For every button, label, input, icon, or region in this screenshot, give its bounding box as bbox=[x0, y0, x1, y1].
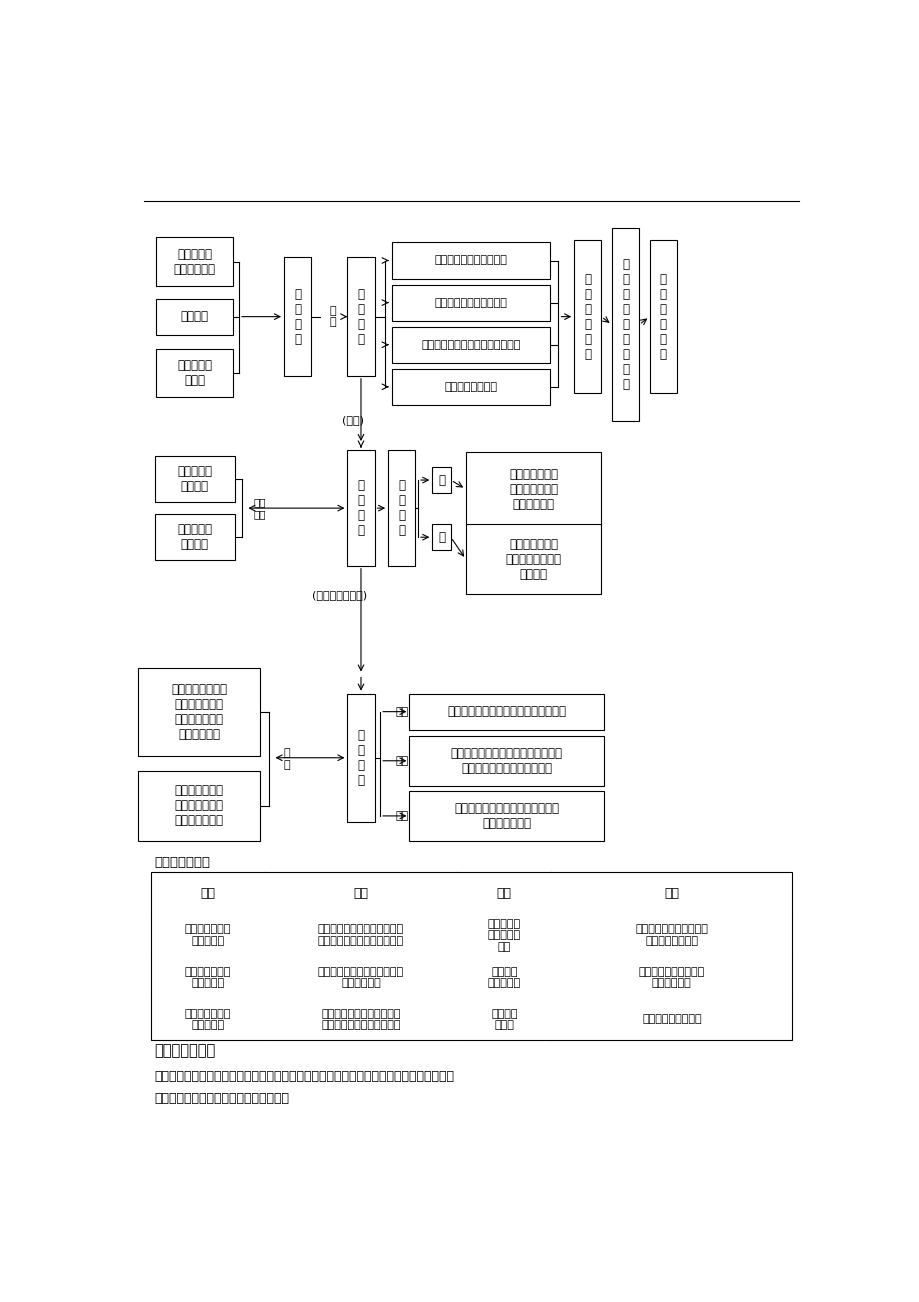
Text: 二、传统工业区: 二、传统工业区 bbox=[154, 1043, 215, 1059]
Text: 加强信息交流和技术协作: 加强信息交流和技术协作 bbox=[434, 255, 506, 266]
FancyBboxPatch shape bbox=[284, 258, 311, 376]
Text: 类型: 类型 bbox=[200, 887, 215, 900]
FancyBboxPatch shape bbox=[391, 242, 550, 279]
Text: 福特汽车、飞机制造: 福特汽车、飞机制造 bbox=[641, 1014, 701, 1025]
FancyBboxPatch shape bbox=[573, 241, 601, 393]
Text: 集中分布：德国的鲁尔工业区、英国中部工业区、美国东北部工业区、日本的太平洋沿岸工: 集中分布：德国的鲁尔工业区、英国中部工业区、美国东北部工业区、日本的太平洋沿岸工 bbox=[154, 1070, 454, 1083]
Text: 有利于环
境保护: 有利于环 境保护 bbox=[491, 1009, 517, 1030]
FancyBboxPatch shape bbox=[391, 368, 550, 405]
Text: 现代工业的标准化生产和现
代化交通、信息技术的发展: 现代工业的标准化生产和现 代化交通、信息技术的发展 bbox=[321, 1009, 401, 1030]
Text: 产品结构复杂、
零部件种类繁多
的复杂产品生产: 产品结构复杂、 零部件种类繁多 的复杂产品生产 bbox=[175, 784, 223, 827]
FancyBboxPatch shape bbox=[154, 514, 234, 560]
Text: 原因: 原因 bbox=[353, 887, 369, 900]
Text: 降低运输费用和能源消耗: 降低运输费用和能源消耗 bbox=[434, 298, 506, 307]
FancyBboxPatch shape bbox=[409, 790, 604, 841]
Text: 提
高
生
产
效
率
和
利
润: 提 高 生 产 效 率 和 利 润 bbox=[621, 258, 629, 391]
Text: 工
业
分
散: 工 业 分 散 bbox=[357, 729, 364, 786]
Text: 现代化的交通运输方式及现代化的
通信技术和手段: 现代化的交通运输方式及现代化的 通信技术和手段 bbox=[454, 802, 559, 829]
Text: 信息联系: 信息联系 bbox=[181, 310, 209, 323]
Text: 降
低
生
产
成
本: 降 低 生 产 成 本 bbox=[584, 272, 591, 361]
Text: 结果: 结果 bbox=[395, 755, 408, 766]
FancyBboxPatch shape bbox=[409, 694, 604, 729]
Text: 新兴工业发展中
的工业分散: 新兴工业发展中 的工业分散 bbox=[185, 966, 231, 988]
FancyBboxPatch shape bbox=[156, 349, 233, 397]
FancyBboxPatch shape bbox=[154, 456, 234, 503]
FancyBboxPatch shape bbox=[465, 525, 601, 594]
Text: 工
业
地
域: 工 业 地 域 bbox=[357, 479, 364, 538]
FancyBboxPatch shape bbox=[611, 228, 639, 421]
Text: 工业企业过度饱和，地价、工
资上涨，资金紧张，污染严重: 工业企业过度饱和，地价、工 资上涨，资金紧张，污染严重 bbox=[318, 924, 403, 947]
Text: 占领市场
寻求最优区: 占领市场 寻求最优区 bbox=[487, 966, 520, 988]
FancyBboxPatch shape bbox=[347, 450, 374, 566]
Text: 表
现: 表 现 bbox=[283, 747, 289, 769]
Text: 发
育
程
度: 发 育 程 度 bbox=[398, 479, 404, 538]
Text: (工业的地域联系): (工业的地域联系) bbox=[312, 590, 367, 600]
Text: 地理空间上
的联系: 地理空间上 的联系 bbox=[177, 359, 212, 387]
FancyBboxPatch shape bbox=[347, 258, 374, 376]
Text: 引发了工业的地域联系，促进了地域
之间人员、物质和信息的流动: 引发了工业的地域联系，促进了地域 之间人员、物质和信息的流动 bbox=[450, 747, 562, 775]
Text: 自发形成的
工业地域: 自发形成的 工业地域 bbox=[177, 523, 212, 551]
FancyBboxPatch shape bbox=[409, 736, 604, 786]
Text: 传统工业发展中
的工业分散: 传统工业发展中 的工业分散 bbox=[185, 924, 231, 947]
FancyBboxPatch shape bbox=[465, 452, 601, 526]
Text: 成固
分类: 成固 分类 bbox=[254, 497, 266, 519]
FancyBboxPatch shape bbox=[347, 694, 374, 822]
Text: 节约生产建设投资: 节约生产建设投资 bbox=[444, 381, 497, 392]
FancyBboxPatch shape bbox=[138, 668, 260, 755]
Text: 工业分散的类型: 工业分散的类型 bbox=[154, 855, 210, 868]
Text: 获
得
规
模
效
益: 获 得 规 模 效 益 bbox=[659, 272, 666, 361]
Text: 低: 低 bbox=[437, 531, 445, 544]
Text: 工厂规模小，如
面粉厂、糕点厂、
糖果厂等: 工厂规模小，如 面粉厂、糕点厂、 糖果厂等 bbox=[505, 538, 561, 581]
Text: 生产上的投
入一产出联系: 生产上的投 入一产出联系 bbox=[174, 247, 216, 276]
Text: 硅谷企业在东南亚、墨
西哥设立分厂: 硅谷企业在东南亚、墨 西哥设立分厂 bbox=[638, 966, 704, 988]
Text: 高: 高 bbox=[437, 474, 445, 487]
Text: 工
业
联
系: 工 业 联 系 bbox=[294, 288, 301, 345]
Text: 动力: 动力 bbox=[395, 811, 408, 822]
Text: 由跨国公司形成
的工业分散: 由跨国公司形成 的工业分散 bbox=[185, 1009, 231, 1030]
Text: 工
业
集
聚: 工 业 集 聚 bbox=[357, 288, 364, 345]
Text: 充分利用各地区位优势，降低生产成本: 充分利用各地区位优势，降低生产成本 bbox=[447, 706, 566, 719]
Text: (结果): (结果) bbox=[342, 415, 364, 424]
FancyBboxPatch shape bbox=[156, 237, 233, 285]
FancyBboxPatch shape bbox=[432, 467, 450, 493]
FancyBboxPatch shape bbox=[391, 285, 550, 320]
Text: 形成工业城市，
如钢铁城、石油
城、汽车城等: 形成工业城市， 如钢铁城、石油 城、汽车城等 bbox=[508, 467, 558, 510]
Text: 体积小、质量轻、
价格昂贵的零部
件生产企业与产
品组装厂之间: 体积小、质量轻、 价格昂贵的零部 件生产企业与产 品组装厂之间 bbox=[171, 682, 227, 741]
Bar bbox=[151, 872, 791, 1040]
Text: 导
致: 导 致 bbox=[329, 306, 335, 327]
FancyBboxPatch shape bbox=[388, 450, 414, 566]
Text: 美国东北部工业区部分企
业迁向西部、南部: 美国东北部工业区部分企 业迁向西部、南部 bbox=[635, 924, 708, 947]
Text: 产品轻、薄、短、小、价格昂
贵，适宜空运: 产品轻、薄、短、小、价格昂 贵，适宜空运 bbox=[318, 966, 403, 988]
FancyBboxPatch shape bbox=[156, 298, 233, 335]
FancyBboxPatch shape bbox=[432, 525, 450, 551]
Text: 利用廉价土
地、原材料
丰富: 利用廉价土 地、原材料 丰富 bbox=[487, 919, 520, 952]
Text: 规划建设的
工业地域: 规划建设的 工业地域 bbox=[177, 465, 212, 493]
Text: 目的: 目的 bbox=[496, 887, 511, 900]
Text: 业地带、俄罗斯的欧洲中部和北部工业区: 业地带、俄罗斯的欧洲中部和北部工业区 bbox=[154, 1092, 289, 1105]
Text: 案例: 案例 bbox=[664, 887, 678, 900]
FancyBboxPatch shape bbox=[391, 327, 550, 363]
Text: 目的: 目的 bbox=[395, 707, 408, 716]
FancyBboxPatch shape bbox=[649, 241, 676, 393]
FancyBboxPatch shape bbox=[138, 771, 260, 841]
Text: 充分利用基础设施，减少能源消耗: 充分利用基础设施，减少能源消耗 bbox=[421, 340, 520, 350]
